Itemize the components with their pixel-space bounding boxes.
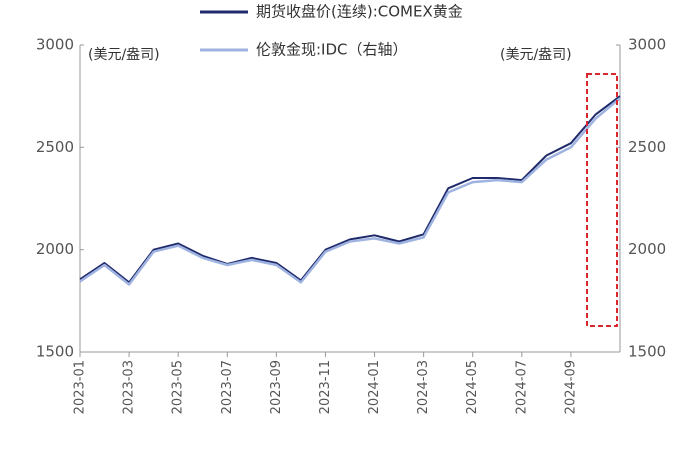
- y-tick-label: 3000: [36, 36, 74, 54]
- legend-label: 期货收盘价(连续):COMEX黄金: [256, 3, 463, 21]
- x-tick-label: 2023-09: [269, 360, 284, 414]
- series-line: [79, 95, 621, 284]
- x-tick-label: 2023-11: [318, 360, 333, 414]
- x-tick-label: 2023-03: [122, 360, 137, 414]
- y-tick-label: 1500: [36, 343, 74, 361]
- x-tick-label: 2024-07: [514, 360, 529, 414]
- y2-tick-label: 2500: [628, 138, 666, 156]
- x-tick-label: 2024-09: [563, 360, 578, 414]
- y2-tick-label: 3000: [628, 36, 666, 54]
- y2-tick-label: 1500: [628, 343, 666, 361]
- y-tick-label: 2000: [36, 240, 74, 258]
- highlight-box: [586, 73, 618, 327]
- x-tick-label: 2024-01: [367, 360, 382, 414]
- y-unit-right: (美元/盎司): [500, 47, 572, 63]
- y-unit-left: (美元/盎司): [88, 47, 160, 63]
- x-tick-label: 2024-05: [465, 360, 480, 414]
- x-tick-label: 2023-01: [73, 360, 88, 414]
- y2-tick-label: 2000: [628, 240, 666, 258]
- legend-label: 伦敦金现:IDC（右轴）: [256, 41, 408, 59]
- x-tick-label: 2023-07: [220, 360, 235, 414]
- x-tick-label: 2024-03: [416, 360, 431, 414]
- series-line: [79, 97, 621, 286]
- x-tick-label: 2023-05: [171, 360, 186, 414]
- y-tick-label: 2500: [36, 138, 74, 156]
